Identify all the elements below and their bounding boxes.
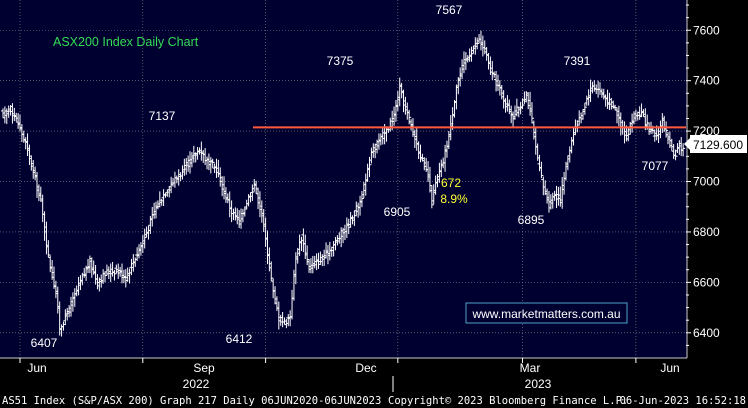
annotation-move-points: 672 xyxy=(441,176,461,190)
ohlc-bar xyxy=(539,161,544,179)
ohlc-bar xyxy=(681,143,686,157)
annotation-high-aug: 7137 xyxy=(149,109,176,123)
annotation-low-dec: 6905 xyxy=(384,205,411,219)
y-tick-label-0: 6400 xyxy=(693,326,720,340)
x-month-label-jun-2023: Jun xyxy=(660,361,679,375)
last-price-tag: 7129.600 xyxy=(684,135,747,153)
ohlc-bar xyxy=(269,261,274,282)
y-axis-ticks: 6400 6600 6800 7000 7200 7400 7600 xyxy=(686,4,720,346)
ohlc-bar xyxy=(359,190,364,208)
ohlc-bar xyxy=(673,149,678,161)
x-year-label-2023: 2023 xyxy=(525,377,552,391)
footer-left-text: AS51 Index (S&P/ASX 200) Graph 217 Daily… xyxy=(2,395,381,407)
annotation-high-feb: 7567 xyxy=(436,3,463,17)
y-tick-label-3: 7000 xyxy=(693,175,720,189)
plot-background xyxy=(0,0,687,358)
y-tick-label-6: 7600 xyxy=(693,23,720,37)
last-price-box xyxy=(690,135,747,153)
annotation-low-oct: 6412 xyxy=(226,332,253,346)
x-axis-ticks xyxy=(19,358,637,363)
ohlc-bar xyxy=(112,269,117,281)
annotation-low-jun: 6407 xyxy=(31,336,58,350)
ohlc-bar xyxy=(429,185,434,209)
ohlc-bar xyxy=(250,184,255,201)
last-price-pointer xyxy=(684,138,690,150)
last-price-label: 7129.600 xyxy=(693,138,743,152)
ohlc-bar xyxy=(582,103,587,115)
y-tick-label-5: 7400 xyxy=(693,74,720,88)
x-axis-labels: Jun Sep Dec Mar Jun 2022 2023 xyxy=(27,361,680,392)
ohlc-bar xyxy=(46,240,51,257)
annotation-move-percent: 8.9% xyxy=(440,192,468,206)
source-link-frame[interactable] xyxy=(465,302,628,324)
source-link-box[interactable]: www.marketmatters.com.au xyxy=(465,302,628,324)
xaxis-background xyxy=(0,358,748,392)
ohlc-bar xyxy=(475,37,480,50)
x-month-label-mar: Mar xyxy=(520,361,541,375)
chart-title: ASX200 Index Daily Chart xyxy=(53,35,199,49)
x-month-label-dec: Dec xyxy=(355,361,376,375)
annotation-high-apr: 7391 xyxy=(564,54,591,68)
ohlc-bar xyxy=(210,158,215,169)
y-tick-label-1: 6600 xyxy=(693,275,720,289)
axis-background xyxy=(687,0,748,358)
footer-center-text: Copyright© 2023 Bloomberg Finance L.P. xyxy=(388,395,628,407)
x-year-label-2022: 2022 xyxy=(183,377,210,391)
y-tick-label-4: 7200 xyxy=(693,124,720,138)
x-month-label-jun-2022: Jun xyxy=(27,361,46,375)
source-link-text[interactable]: www.marketmatters.com.au xyxy=(471,307,620,321)
y-tick-label-2: 6800 xyxy=(693,225,720,239)
annotations: 6407 7137 6412 7375 6905 7567 672 8.9% 6… xyxy=(31,3,669,350)
ohlc-bar xyxy=(529,102,534,124)
ohlc-bar xyxy=(469,46,474,62)
footer-background xyxy=(0,392,748,408)
x-month-label-sep: Sep xyxy=(193,361,215,375)
ohlc-bar xyxy=(142,228,147,249)
annotation-high-nov: 7375 xyxy=(327,54,354,68)
footer-right-text: 06-Jun-2023 16:52:18 xyxy=(620,395,746,407)
annotation-low-may: 7077 xyxy=(642,159,669,173)
price-bars xyxy=(1,30,686,337)
annotation-low-mar: 6895 xyxy=(518,213,545,227)
